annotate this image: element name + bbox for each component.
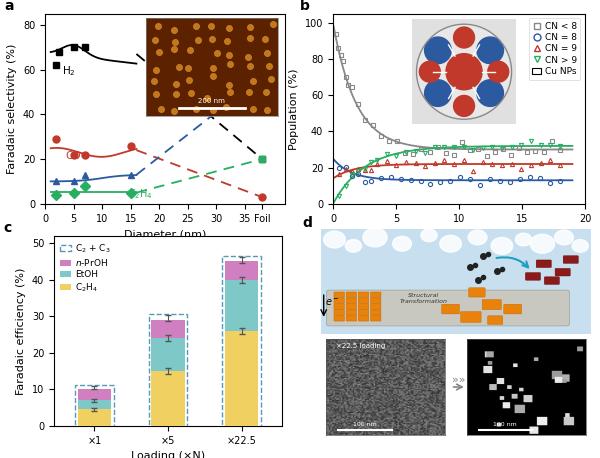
FancyBboxPatch shape xyxy=(536,260,551,267)
FancyBboxPatch shape xyxy=(334,292,344,298)
Circle shape xyxy=(530,234,554,253)
Circle shape xyxy=(515,233,532,246)
FancyBboxPatch shape xyxy=(461,311,481,322)
FancyBboxPatch shape xyxy=(346,292,356,298)
FancyBboxPatch shape xyxy=(526,273,541,280)
Text: CH$_4$: CH$_4$ xyxy=(239,93,260,107)
FancyBboxPatch shape xyxy=(469,288,485,297)
FancyBboxPatch shape xyxy=(504,304,521,314)
Circle shape xyxy=(392,236,412,251)
Text: »»: »» xyxy=(452,375,466,385)
Circle shape xyxy=(346,240,362,252)
Bar xyxy=(225,331,258,426)
FancyBboxPatch shape xyxy=(321,229,591,334)
Bar xyxy=(78,389,111,400)
Bar xyxy=(151,320,185,338)
Text: d: d xyxy=(302,216,312,230)
FancyBboxPatch shape xyxy=(370,292,381,298)
Text: C$_2$H$_4$: C$_2$H$_4$ xyxy=(128,187,153,201)
Y-axis label: Faradaic efficiency (%): Faradaic efficiency (%) xyxy=(16,267,26,395)
Text: CO: CO xyxy=(65,151,80,161)
FancyBboxPatch shape xyxy=(370,310,381,315)
Legend: CN < 8, CN = 8, CN = 9, CN > 9, Cu NPs: CN < 8, CN = 8, CN = 9, CN > 9, Cu NPs xyxy=(529,18,580,80)
Circle shape xyxy=(491,237,513,254)
FancyBboxPatch shape xyxy=(334,316,344,321)
Circle shape xyxy=(468,230,487,245)
Bar xyxy=(151,371,185,426)
Text: b: b xyxy=(300,0,310,13)
FancyBboxPatch shape xyxy=(326,290,569,326)
FancyBboxPatch shape xyxy=(370,304,381,309)
FancyBboxPatch shape xyxy=(334,304,344,309)
Circle shape xyxy=(324,231,346,248)
FancyBboxPatch shape xyxy=(563,256,578,263)
Legend: C$_2$ + C$_3$, $n$-PrOH, EtOH, C$_2$H$_4$: C$_2$ + C$_3$, $n$-PrOH, EtOH, C$_2$H$_4… xyxy=(59,240,112,296)
X-axis label: Loading (×N): Loading (×N) xyxy=(131,451,205,458)
FancyBboxPatch shape xyxy=(358,310,369,315)
FancyBboxPatch shape xyxy=(346,310,356,315)
Text: H$_2$: H$_2$ xyxy=(62,64,76,78)
Bar xyxy=(222,256,261,427)
Text: $e^-$: $e^-$ xyxy=(325,297,340,308)
FancyBboxPatch shape xyxy=(442,304,460,314)
FancyBboxPatch shape xyxy=(358,316,369,321)
X-axis label: Diameter (nm): Diameter (nm) xyxy=(124,229,206,239)
Bar xyxy=(149,314,187,427)
Circle shape xyxy=(421,229,437,242)
Bar xyxy=(151,338,185,371)
FancyBboxPatch shape xyxy=(488,316,503,324)
FancyBboxPatch shape xyxy=(334,310,344,315)
Circle shape xyxy=(440,235,461,252)
FancyBboxPatch shape xyxy=(544,277,559,284)
FancyBboxPatch shape xyxy=(358,292,369,298)
FancyBboxPatch shape xyxy=(346,304,356,309)
Circle shape xyxy=(572,240,589,252)
Bar xyxy=(78,400,111,409)
FancyBboxPatch shape xyxy=(334,298,344,303)
Bar xyxy=(75,385,114,427)
FancyBboxPatch shape xyxy=(346,298,356,303)
Bar xyxy=(225,280,258,331)
Circle shape xyxy=(554,230,574,245)
Y-axis label: Faradaic selectivity (%): Faradaic selectivity (%) xyxy=(7,44,17,174)
FancyBboxPatch shape xyxy=(370,316,381,321)
FancyBboxPatch shape xyxy=(358,304,369,309)
Text: a: a xyxy=(4,0,14,13)
FancyBboxPatch shape xyxy=(555,268,570,276)
Text: c: c xyxy=(4,221,12,235)
FancyBboxPatch shape xyxy=(482,300,502,310)
FancyBboxPatch shape xyxy=(358,298,369,303)
Circle shape xyxy=(363,228,387,247)
FancyBboxPatch shape xyxy=(346,316,356,321)
Text: Structural
Transformation: Structural Transformation xyxy=(400,293,448,304)
FancyBboxPatch shape xyxy=(370,298,381,303)
Bar xyxy=(78,409,111,426)
Bar xyxy=(225,262,258,280)
Y-axis label: Population (%): Population (%) xyxy=(289,68,299,149)
X-axis label: Diameter (nm): Diameter (nm) xyxy=(418,229,500,239)
